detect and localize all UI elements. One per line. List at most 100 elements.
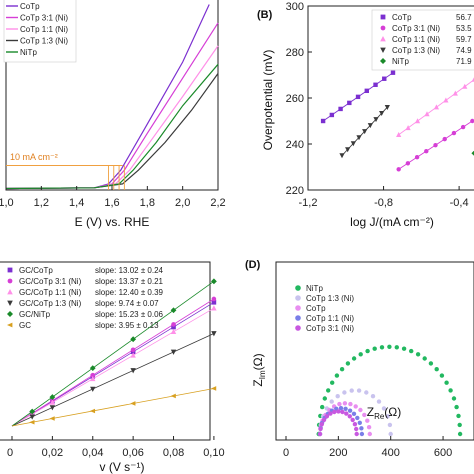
- panel-c-x-tick-label: 0,04: [82, 447, 103, 459]
- panel-c-x-tick-label: 0,08: [163, 447, 184, 459]
- panel-d-point: [359, 426, 364, 431]
- panel-c-fit-line: [11, 333, 215, 427]
- panel-c-legend-slope: slope: 13.02 ± 0.24: [95, 266, 164, 275]
- panel-d-point: [367, 431, 372, 437]
- panel-b-legend-label: NiTp: [392, 57, 409, 66]
- panel-b-point: [414, 118, 421, 124]
- panel-a-legend-label: NiTp: [20, 48, 37, 57]
- panel-d-point: [335, 394, 340, 399]
- panel-c-point: [130, 336, 137, 343]
- panel-b-legend-value: 53.5: [456, 24, 472, 33]
- panel-b-point: [460, 124, 466, 130]
- panel-d-legend-marker: [295, 285, 301, 291]
- panel-d-point: [401, 346, 407, 351]
- panel-b-legend-label: CoTp 1:3 (Ni): [392, 46, 440, 55]
- panel-d-point: [347, 408, 353, 413]
- panel-d-legend-label: CoTp 1:3 (Ni): [306, 294, 354, 303]
- panel-d-point: [372, 346, 377, 351]
- panel-d-point: [342, 390, 347, 395]
- panel-d-point: [344, 411, 349, 416]
- panel-b-legend-value: 74.9: [456, 46, 472, 55]
- panel-b-point: [329, 112, 335, 118]
- panel-c-point: [170, 393, 176, 399]
- panel-b-point: [373, 117, 379, 123]
- panel-b-point: [471, 77, 474, 82]
- panel-d-legend-marker: [295, 315, 301, 321]
- panel-a-x-tick-label: 1,6: [104, 197, 119, 209]
- panel-c-fit-line: [11, 388, 214, 427]
- panel-d-point: [337, 401, 342, 407]
- panel-a-annotation: 10 mA cm⁻²: [10, 152, 58, 162]
- panel-b-point: [470, 118, 474, 124]
- panel-c-x-tick-label-partial: 0: [7, 447, 13, 459]
- panel-d-x-tick-label: 200: [329, 447, 347, 459]
- panel-d-point: [456, 413, 461, 419]
- panel-d-y-sub: Im: [258, 370, 267, 379]
- panel-d-legend-label: NiTp: [306, 284, 323, 293]
- panel-d-point: [319, 422, 324, 427]
- panel-b-point: [362, 129, 368, 135]
- panel-b-point: [356, 135, 362, 141]
- panel-d-point: [415, 352, 421, 357]
- panel-d-point: [350, 417, 355, 423]
- panel-a-legend-label: CoTp 1:3 (Ni): [20, 37, 68, 46]
- panel-b-legend-marker: [380, 25, 386, 31]
- panel-b-legend-marker: [380, 47, 386, 53]
- panel-d-point: [340, 409, 345, 415]
- panel-c-point: [171, 324, 176, 330]
- panel-a-legend-label: CoTp 1:1 (Ni): [20, 25, 68, 34]
- panel-d-point: [370, 394, 376, 399]
- panel-d-point: [354, 431, 359, 437]
- panel-c-point: [49, 405, 56, 411]
- panel-b-legend-value: 59.7: [456, 35, 472, 44]
- panel-b-point: [390, 70, 396, 75]
- panel-c-point: [90, 372, 96, 378]
- panel-d-point: [387, 344, 392, 349]
- panel-d-y-unit: (Ω): [251, 353, 265, 370]
- panel-d-point: [439, 373, 445, 378]
- panel-a-legend-label: CoTp 3:1 (Ni): [20, 14, 68, 23]
- panel-b-point: [451, 130, 457, 136]
- panel-b-legend-label: CoTp: [392, 13, 412, 22]
- panel-d-point: [349, 388, 354, 393]
- panel-d-point: [347, 414, 352, 419]
- panel-b-y-tick-label: 280: [286, 47, 304, 59]
- panel-b-y-tick-label: 240: [286, 139, 304, 151]
- panel-d-series: [316, 344, 463, 437]
- panel-b-x-label: log J/(mA cm⁻²): [350, 215, 434, 229]
- panel-b-point: [405, 125, 411, 131]
- panel-b-x-tick-label: -0,4: [450, 197, 469, 209]
- panel-d-y-label: ZIm(Ω): [251, 353, 267, 386]
- panel-b-point: [384, 105, 390, 110]
- panel-d-x-label: ZRe(Ω): [367, 405, 402, 421]
- panel-c-fit-line: [11, 307, 215, 427]
- panel-d-point: [448, 388, 453, 393]
- panel-b-point: [367, 123, 373, 129]
- panel-d-point: [322, 396, 327, 401]
- panel-b-point: [424, 148, 429, 154]
- panel-d-point: [379, 345, 385, 350]
- panel-d-point: [457, 422, 462, 428]
- panel-c-point: [89, 365, 96, 372]
- panel-c-point: [211, 296, 217, 302]
- panel-d-point: [321, 417, 327, 423]
- panel-c-point: [171, 322, 176, 327]
- panel-b-point: [338, 106, 343, 112]
- panel-d-legend-label: CoTp 1:1 (Ni): [306, 314, 354, 323]
- panel-c-point: [130, 347, 136, 353]
- panel-d-point: [444, 380, 449, 385]
- panel-b-y-tick-label: 300: [286, 1, 304, 13]
- panel-b-legend-label: CoTp 3:1 (Ni): [392, 24, 440, 33]
- panel-b-point: [433, 104, 440, 110]
- panel-d-point: [326, 388, 331, 393]
- panel-c-legend: GC/CoTp slope: 13.02 ± 0.24 GC/CoTp 3:1 (N…: [7, 266, 164, 330]
- panel-d-point: [345, 361, 351, 366]
- panel-c-point: [211, 386, 217, 391]
- panel-a-legend: CoTp CoTp 3:1 (Ni) CoTp 1:1 (Ni) CoTp 1:3 (…: [6, 2, 68, 57]
- panel-b-point: [379, 111, 385, 117]
- panel-c-fit-line: [11, 280, 215, 427]
- panel-c-legend-marker: [7, 311, 13, 317]
- panel-c-point: [211, 300, 217, 305]
